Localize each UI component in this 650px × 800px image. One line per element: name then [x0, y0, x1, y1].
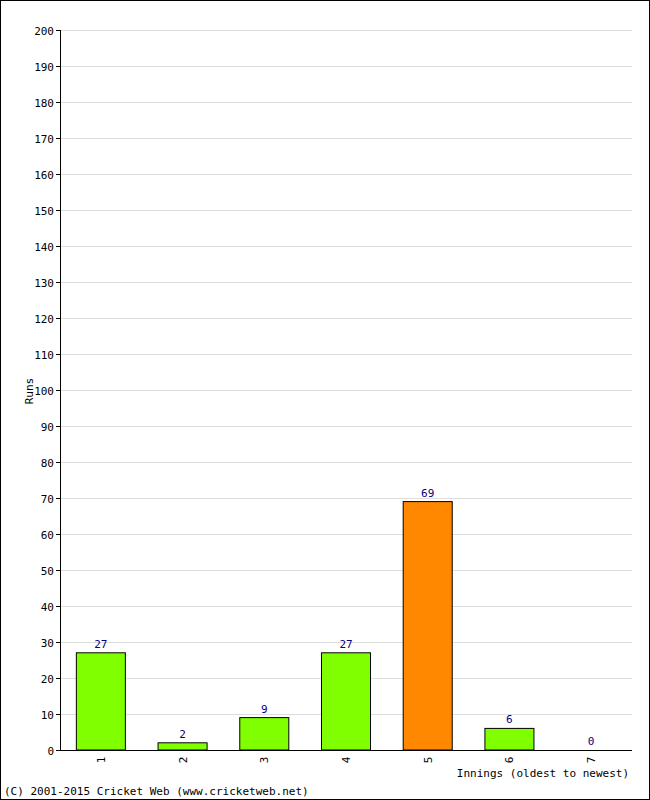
y-tick-label: 170 [34, 133, 54, 146]
grid-line [60, 246, 632, 247]
y-tick-label: 90 [41, 421, 54, 434]
y-tick [56, 354, 60, 355]
y-axis-label: Runs [23, 378, 36, 405]
y-tick-label: 140 [34, 241, 54, 254]
y-tick-label: 190 [34, 61, 54, 74]
grid-line [60, 390, 632, 391]
y-tick [56, 606, 60, 607]
frame [1, 1, 650, 800]
chart-container: 0102030405060708090100110120130140150160… [0, 0, 650, 800]
y-tick-label: 150 [34, 205, 54, 218]
x-axis-label: Innings (oldest to newest) [457, 767, 629, 780]
x-tick-label: 3 [258, 757, 271, 764]
y-tick [56, 30, 60, 31]
x-tick-label: 4 [340, 756, 353, 763]
y-tick-label: 70 [41, 493, 54, 506]
data-label: 9 [261, 703, 268, 716]
grid-line [60, 570, 632, 571]
bar [485, 728, 534, 750]
y-tick [56, 714, 60, 715]
y-tick-label: 20 [41, 673, 54, 686]
bars [76, 502, 534, 750]
grid-line [60, 426, 632, 427]
y-tick-label: 180 [34, 97, 54, 110]
y-tick [56, 210, 60, 211]
bar [240, 718, 289, 750]
bar [403, 502, 452, 750]
bar [158, 743, 207, 750]
bar [321, 653, 370, 750]
y-tick [56, 642, 60, 643]
data-label: 2 [179, 728, 186, 741]
grid-line [60, 750, 632, 751]
y-tick-label: 110 [34, 349, 54, 362]
grid-line [60, 174, 632, 175]
y-tick [56, 750, 60, 751]
grid-line [60, 30, 632, 31]
grid-line [60, 210, 632, 211]
grid-line [60, 138, 632, 139]
y-tick [56, 282, 60, 283]
data-label: 6 [506, 713, 513, 726]
y-tick [56, 246, 60, 247]
y-tick [56, 138, 60, 139]
y-axis [60, 30, 61, 750]
bar [567, 750, 616, 751]
y-tick-label: 200 [34, 25, 54, 38]
y-tick [56, 462, 60, 463]
grid-line [60, 498, 632, 499]
x-tick-label: 2 [177, 757, 190, 764]
x-tick-label: 5 [422, 757, 435, 764]
y-tick-label: 60 [41, 529, 54, 542]
y-tick-label: 130 [34, 277, 54, 290]
y-tick [56, 534, 60, 535]
y-tick-label: 160 [34, 169, 54, 182]
grid-line [60, 318, 632, 319]
data-label: 27 [339, 638, 352, 651]
data-label: 0 [588, 735, 595, 748]
y-tick-label: 80 [41, 457, 54, 470]
y-tick [56, 102, 60, 103]
x-axis [60, 750, 632, 751]
y-tick-label: 10 [41, 709, 54, 722]
grid-line [60, 354, 632, 355]
grid-line [60, 606, 632, 607]
y-tick-label: 100 [34, 385, 54, 398]
y-tick [56, 66, 60, 67]
grid-line [60, 462, 632, 463]
grid-line [60, 282, 632, 283]
y-tick-label: 40 [41, 601, 54, 614]
y-tick [56, 390, 60, 391]
data-label: 27 [94, 638, 107, 651]
y-tick-label: 50 [41, 565, 54, 578]
x-tick-label: 6 [503, 757, 516, 764]
y-tick-label: 0 [47, 745, 54, 758]
y-tick [56, 498, 60, 499]
source-credit: (C) 2001-2015 Cricket Web (www.cricketwe… [4, 785, 309, 798]
y-tick [56, 318, 60, 319]
grid-line [60, 102, 632, 103]
y-tick [56, 426, 60, 427]
data-label: 69 [421, 487, 434, 500]
y-tick [56, 570, 60, 571]
grid-line [60, 66, 632, 67]
chart-svg: 0102030405060708090100110120130140150160… [0, 0, 650, 800]
bar [76, 653, 125, 750]
y-tick [56, 174, 60, 175]
x-tick-label: 7 [585, 757, 598, 764]
grid-line [60, 534, 632, 535]
y-tick-label: 120 [34, 313, 54, 326]
y-tick [56, 678, 60, 679]
y-tick-label: 30 [41, 637, 54, 650]
x-tick-label: 1 [95, 757, 108, 764]
